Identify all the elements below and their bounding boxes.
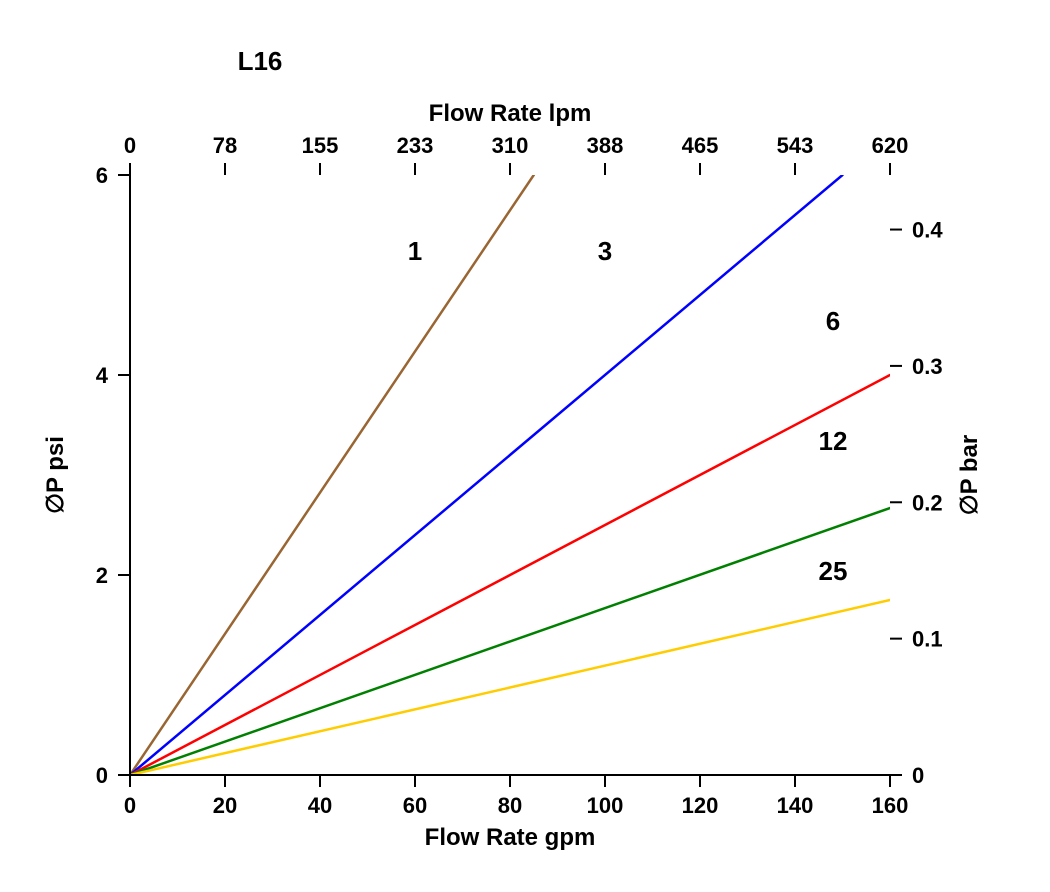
y-right-title: ∅P bar [956, 435, 983, 516]
x-top-tick-label: 465 [682, 133, 719, 158]
y-left-tick-label: 6 [96, 163, 108, 188]
x-bottom-tick-label: 40 [308, 793, 332, 818]
y-left-tick-label: 4 [96, 363, 109, 388]
chart-container: { "chart": { "type": "line", "title": "L… [0, 0, 1050, 892]
series-label-25: 25 [819, 556, 848, 586]
y-left-title: ∅P psi [42, 436, 69, 514]
x-bottom-tick-label: 160 [872, 793, 909, 818]
x-bottom-tick-label: 140 [777, 793, 814, 818]
x-bottom-tick-label: 0 [124, 793, 136, 818]
y-right-tick-label: 0.1 [912, 627, 943, 652]
y-left-tick-label: 2 [96, 563, 108, 588]
x-bottom-tick-label: 20 [213, 793, 237, 818]
series-label-3: 3 [598, 236, 612, 266]
series-label-6: 6 [826, 306, 840, 336]
y-left-tick-label: 0 [96, 763, 108, 788]
x-bottom-tick-label: 60 [403, 793, 427, 818]
x-bottom-tick-label: 120 [682, 793, 719, 818]
y-right-tick-label: 0.2 [912, 490, 943, 515]
x-bottom-tick-label: 80 [498, 793, 522, 818]
x-top-title: Flow Rate lpm [429, 100, 592, 127]
x-top-tick-label: 620 [872, 133, 909, 158]
x-top-tick-label: 543 [777, 133, 814, 158]
x-top-tick-label: 388 [587, 133, 624, 158]
x-bottom-tick-label: 100 [587, 793, 624, 818]
chart-title: L16 [238, 46, 283, 76]
x-top-tick-label: 78 [213, 133, 237, 158]
x-bottom-title: Flow Rate gpm [425, 824, 596, 851]
chart-svg: 020406080100120140160Flow Rate gpm078155… [0, 0, 1050, 892]
series-label-12: 12 [819, 426, 848, 456]
y-right-tick-label: 0.3 [912, 354, 943, 379]
x-top-tick-label: 233 [397, 133, 434, 158]
x-top-tick-label: 155 [302, 133, 339, 158]
y-right-tick-label: 0 [912, 763, 924, 788]
y-right-tick-label: 0.4 [912, 218, 943, 243]
series-label-1: 1 [408, 236, 422, 266]
x-top-tick-label: 0 [124, 133, 136, 158]
x-top-tick-label: 310 [492, 133, 529, 158]
